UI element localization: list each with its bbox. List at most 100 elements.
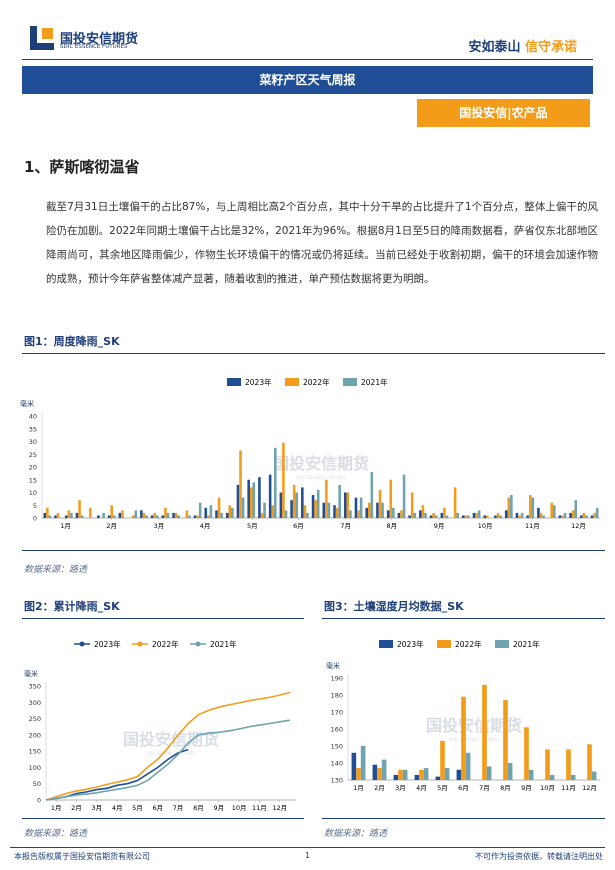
bar — [228, 505, 232, 518]
bar — [453, 487, 457, 518]
bar — [64, 515, 68, 518]
bar — [397, 512, 401, 518]
bar — [239, 450, 242, 518]
legend-label: 2021年 — [513, 639, 540, 649]
chart: 国投安信期货 SDIC ESSENCE FUTURES 2023年 2022年 2021… — [24, 639, 296, 812]
footer-right: 不可作为投资依据，转载请注明出处 — [475, 852, 603, 861]
bar — [526, 515, 529, 518]
bar — [188, 515, 191, 518]
bar — [268, 474, 272, 518]
bar — [413, 512, 417, 518]
bar — [357, 510, 360, 518]
bar — [566, 749, 571, 780]
bar — [549, 774, 555, 780]
bar — [134, 510, 138, 518]
bar — [252, 482, 256, 518]
bar — [193, 515, 197, 518]
bar — [365, 507, 369, 518]
legend-label: 2022年 — [455, 639, 482, 649]
legend-swatch — [227, 378, 241, 386]
bar — [550, 502, 553, 518]
x-tick-label: 5月 — [247, 522, 258, 530]
legend-swatch — [137, 641, 143, 647]
tag: 国投安信|农产品 — [417, 99, 590, 127]
bar — [335, 507, 339, 518]
bar — [593, 512, 596, 518]
bar — [209, 505, 213, 518]
bar — [464, 515, 468, 518]
bar — [155, 515, 159, 518]
legend-swatch — [379, 640, 393, 648]
figure-rule — [22, 550, 605, 551]
watermark: 国投安信期货 — [123, 730, 219, 749]
x-tick-label: 10月 — [232, 804, 247, 812]
bar — [435, 776, 441, 780]
x-tick-label: 6月 — [152, 804, 163, 812]
logo-icon — [30, 26, 54, 50]
bar — [423, 768, 429, 780]
y-tick-label: 0 — [37, 797, 41, 805]
y-tick-label: 150 — [29, 748, 41, 756]
y-tick-label: 170 — [331, 709, 343, 717]
x-tick-label: 10月 — [540, 784, 555, 792]
y-tick-label: 180 — [331, 692, 343, 700]
paragraph: 截至7月31日土壤偏干的占比87%，与上周相比高2个百分点，其中十分干旱的占比提… — [46, 201, 598, 285]
bar — [444, 768, 450, 780]
bar — [247, 479, 250, 518]
bar — [196, 515, 199, 518]
logo-en: SDIC ESSENCE FUTURES — [60, 44, 128, 50]
legend-label: 2023年 — [94, 639, 121, 649]
y-tick-label: 35 — [29, 425, 37, 433]
bar — [472, 512, 476, 518]
slogan-b: 信守承诺 — [524, 40, 577, 55]
watermark: 国投安信期货 — [273, 454, 369, 473]
watermark-en: SDIC ESSENCE FUTURES — [449, 737, 498, 742]
bar — [475, 512, 478, 518]
bar — [273, 447, 277, 518]
bar — [75, 512, 79, 518]
line-series — [45, 719, 291, 801]
bar — [483, 515, 487, 518]
x-tick-label: 3月 — [395, 784, 406, 792]
bar — [507, 763, 513, 780]
x-tick-label: 12月 — [571, 522, 586, 530]
legend-label: 2023年 — [245, 377, 272, 387]
y-tick-label: 15 — [29, 476, 37, 484]
y-tick-label: 40 — [29, 413, 37, 421]
bar — [43, 512, 47, 518]
bar — [322, 502, 326, 518]
bar — [325, 479, 328, 518]
bar — [499, 515, 502, 518]
bar — [381, 759, 387, 780]
x-tick-label: 9月 — [521, 784, 532, 792]
x-tick-label: 1月 — [51, 804, 62, 812]
bar — [198, 502, 202, 518]
x-tick-label: 6月 — [458, 784, 469, 792]
bar — [515, 512, 519, 518]
bar — [440, 740, 445, 780]
bar — [503, 700, 508, 780]
bar — [372, 764, 378, 780]
figure-rule — [322, 618, 605, 619]
y-tick-label: 160 — [331, 726, 343, 734]
y-tick-label: 200 — [29, 731, 41, 739]
bar — [456, 512, 459, 518]
bar — [461, 696, 466, 780]
x-tick-label: 2月 — [374, 784, 385, 792]
x-tick-label: 11月 — [252, 804, 267, 812]
bar — [185, 510, 189, 518]
x-tick-label: 11月 — [561, 784, 576, 792]
x-tick-label: 2月 — [71, 804, 82, 812]
bar — [376, 502, 379, 518]
bar — [520, 512, 524, 518]
bar — [110, 505, 114, 518]
bar — [419, 510, 422, 518]
bar — [343, 492, 347, 518]
x-tick-label: 4月 — [416, 784, 427, 792]
bar — [249, 487, 253, 518]
bar — [113, 515, 116, 518]
x-tick-label: 1月 — [353, 784, 364, 792]
footer-rule — [10, 847, 605, 848]
bar — [102, 512, 105, 518]
y-tick-label: 150 — [331, 743, 343, 751]
